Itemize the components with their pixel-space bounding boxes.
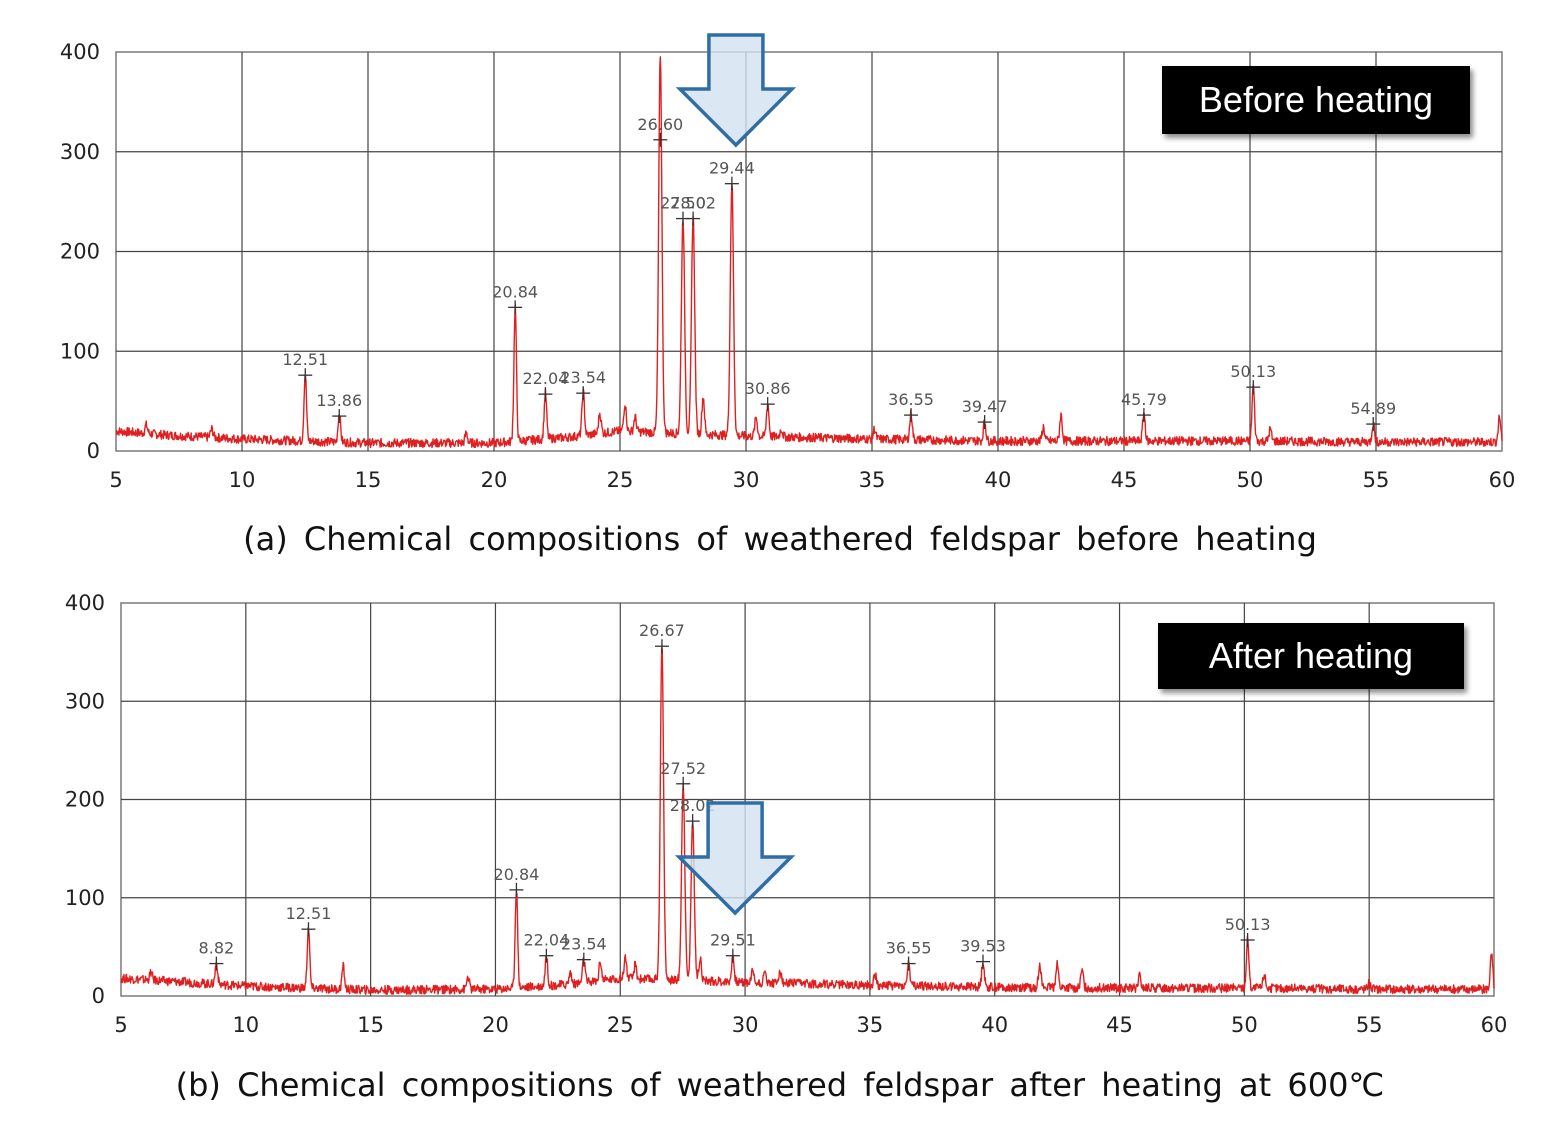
peak-label: 28.02 bbox=[670, 194, 716, 213]
y-tick-label: 0 bbox=[92, 984, 105, 1008]
peak-label: 22.04 bbox=[523, 369, 569, 388]
peak-label: 13.86 bbox=[316, 391, 362, 410]
x-tick-label: 25 bbox=[607, 468, 634, 492]
caption-after-heating: (b) Chemical compositions of weathered f… bbox=[175, 1066, 1385, 1104]
peak-label: 12.51 bbox=[286, 904, 332, 923]
badge-after-heating: After heating bbox=[1158, 623, 1464, 689]
peak-label: 28.02 bbox=[670, 796, 716, 815]
x-tick-label: 40 bbox=[981, 1013, 1008, 1037]
x-tick-label: 50 bbox=[1231, 1013, 1258, 1037]
y-tick-label: 200 bbox=[65, 788, 105, 812]
x-tick-label: 40 bbox=[985, 468, 1012, 492]
x-tick-label: 30 bbox=[733, 468, 760, 492]
y-tick-label: 100 bbox=[65, 886, 105, 910]
peak-label: 54.89 bbox=[1350, 399, 1396, 418]
x-tick-label: 35 bbox=[859, 468, 886, 492]
x-tick-label: 45 bbox=[1111, 468, 1138, 492]
xrd-chart-before-heating: 5 10 15 20 25 30 35 40 45 50 55 60 0 100 200 300 400 12.5… bbox=[60, 33, 1516, 492]
peak-label: 23.54 bbox=[560, 368, 606, 387]
x-tick-label: 15 bbox=[355, 468, 382, 492]
x-tick-label: 5 bbox=[109, 468, 122, 492]
spectrum-line bbox=[120, 646, 1495, 995]
peak-label: 39.53 bbox=[960, 937, 1006, 956]
down-arrow-icon bbox=[674, 801, 796, 916]
peak-label: 20.84 bbox=[494, 865, 540, 884]
peak-label: 50.13 bbox=[1225, 915, 1271, 934]
x-tick-label: 15 bbox=[357, 1013, 384, 1037]
x-tick-label: 50 bbox=[1237, 468, 1264, 492]
xrd-chart-after-heating: 5 10 15 20 25 30 35 40 45 50 55 60 0 100 200 300 400 8.82… bbox=[0, 580, 1560, 1140]
peak-label: 23.54 bbox=[561, 935, 607, 954]
peak-label: 26.67 bbox=[639, 621, 685, 640]
peak-label: 39.47 bbox=[962, 397, 1008, 416]
y-tick-label: 400 bbox=[65, 591, 105, 615]
peak-label: 36.55 bbox=[886, 939, 932, 958]
peak-label: 29.51 bbox=[710, 931, 756, 950]
badge-before-heating: Before heating bbox=[1162, 66, 1470, 134]
x-tick-label: 35 bbox=[857, 1013, 884, 1037]
caption-before-heating: (a) Chemical compositions of weathered f… bbox=[243, 520, 1317, 558]
chart-svg-after: 5 10 15 20 25 30 35 40 45 50 55 60 0 100 200 300 400 8.82… bbox=[65, 591, 1508, 1037]
y-tick-label: 300 bbox=[65, 689, 105, 713]
down-arrow-icon bbox=[675, 33, 797, 148]
x-tick-label: 20 bbox=[482, 1013, 509, 1037]
x-tick-label: 45 bbox=[1106, 1013, 1133, 1037]
x-tick-label: 30 bbox=[732, 1013, 759, 1037]
peak-label: 30.86 bbox=[745, 379, 791, 398]
peak-label: 50.13 bbox=[1230, 362, 1276, 381]
peak-label: 36.55 bbox=[888, 390, 934, 409]
y-tick-label: 0 bbox=[87, 439, 100, 463]
y-tick-label: 300 bbox=[60, 140, 100, 164]
x-tick-label: 25 bbox=[607, 1013, 634, 1037]
x-tick-label: 55 bbox=[1356, 1013, 1383, 1037]
y-tick-label: 400 bbox=[60, 40, 100, 64]
peak-label: 20.84 bbox=[492, 282, 538, 301]
peak-label: 26.60 bbox=[637, 115, 683, 134]
peak-label: 22.04 bbox=[523, 931, 569, 950]
peak-label: 45.79 bbox=[1121, 390, 1167, 409]
peak-label: 27.50 bbox=[660, 194, 706, 213]
spectrum-line bbox=[115, 56, 1503, 449]
y-tick-label: 200 bbox=[60, 240, 100, 264]
x-tick-label: 60 bbox=[1481, 1013, 1508, 1037]
y-tick-label: 100 bbox=[60, 339, 100, 363]
x-tick-label: 10 bbox=[229, 468, 256, 492]
peak-label: 8.82 bbox=[199, 939, 235, 958]
x-tick-label: 60 bbox=[1489, 468, 1516, 492]
x-tick-label: 20 bbox=[481, 468, 508, 492]
peak-label: 27.52 bbox=[660, 759, 706, 778]
x-tick-label: 55 bbox=[1363, 468, 1390, 492]
x-tick-label: 10 bbox=[232, 1013, 259, 1037]
peak-label: 12.51 bbox=[282, 350, 328, 369]
x-tick-label: 5 bbox=[114, 1013, 127, 1037]
peak-label: 29.44 bbox=[709, 159, 755, 178]
